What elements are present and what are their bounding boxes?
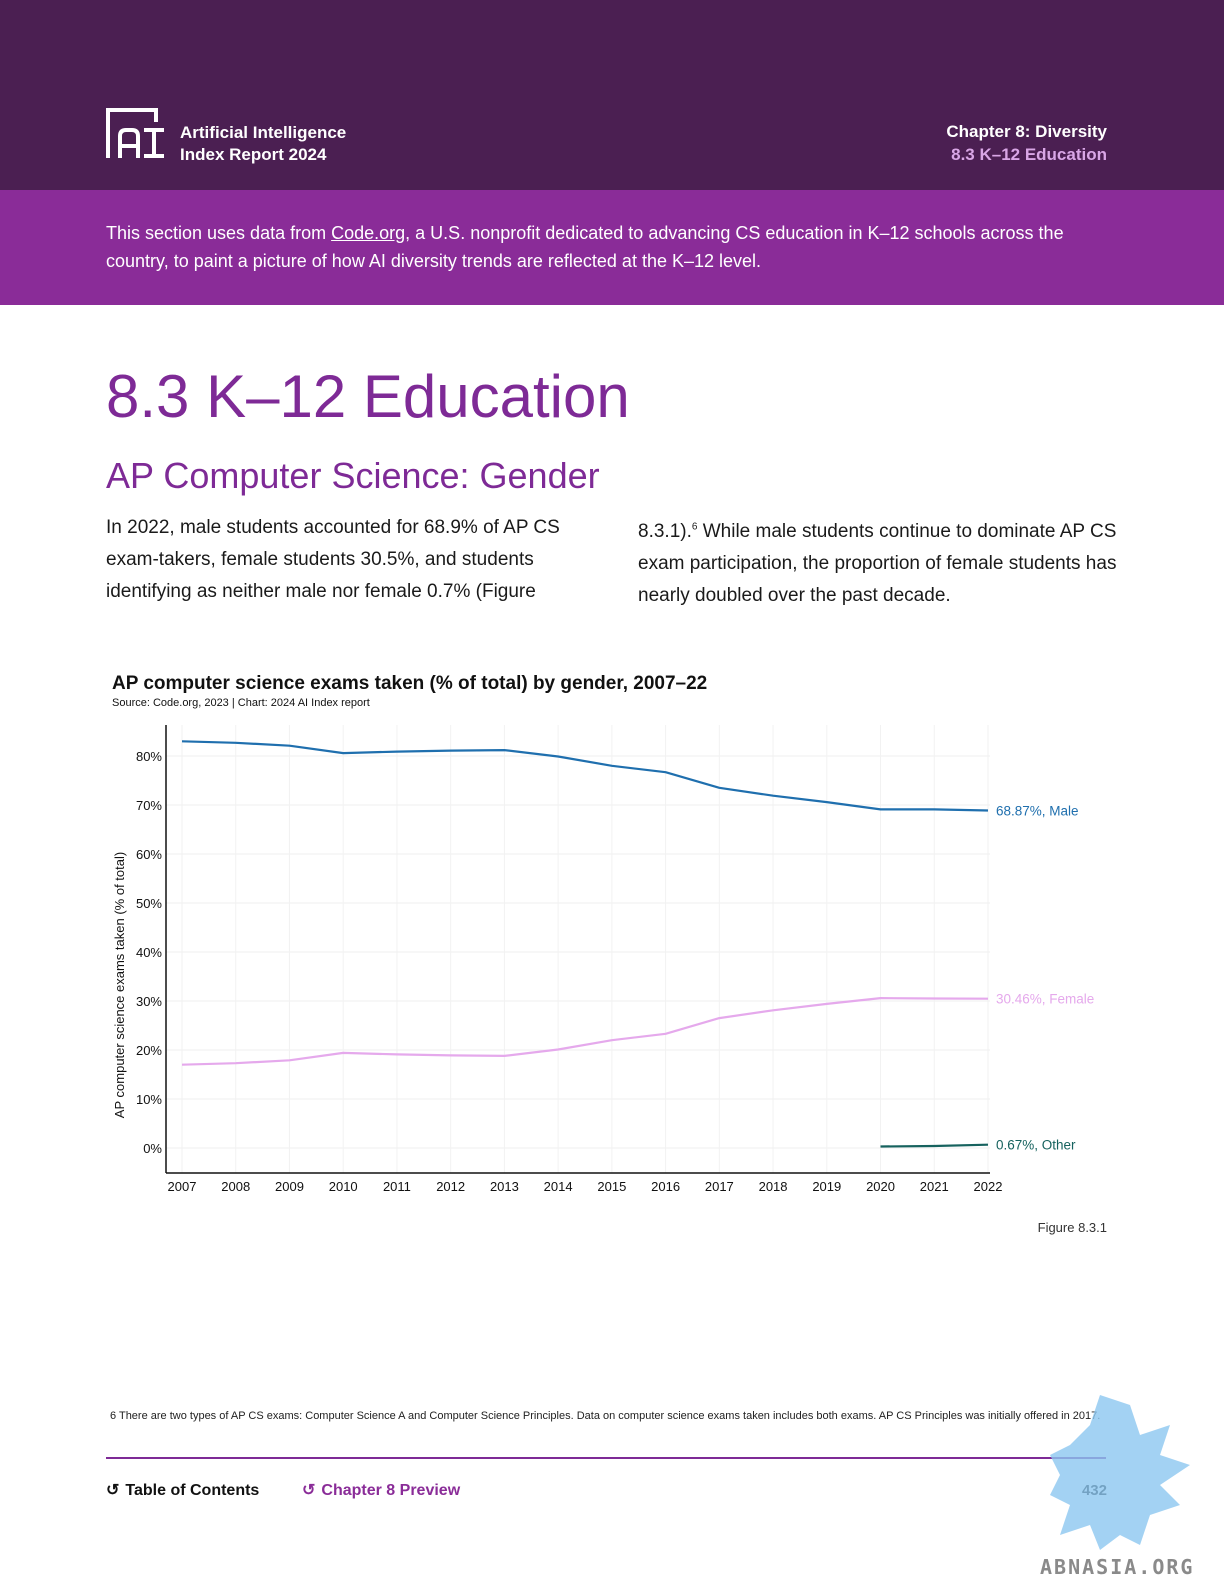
x-tick-label: 2013	[490, 1179, 519, 1194]
chapter-preview-link[interactable]: ↺ Chapter 8 Preview	[302, 1480, 460, 1500]
body-col2-start: 8.3.1).	[638, 521, 692, 542]
ai-index-logo-icon	[106, 108, 164, 158]
x-tick-label: 2012	[436, 1179, 465, 1194]
x-tick-label: 2019	[812, 1179, 841, 1194]
intro-text: This section uses data from Code.org, a …	[106, 219, 1116, 275]
chapter-preview-label: Chapter 8 Preview	[321, 1482, 461, 1499]
x-tick-label: 2016	[651, 1179, 680, 1194]
line-chart: 0%10%20%30%40%50%60%70%80% 2007 2008 2009 2…	[112, 725, 1094, 1194]
watermark-text: ABNASIA.ORG	[1040, 1555, 1195, 1579]
x-tick-label: 2018	[759, 1179, 788, 1194]
body-column-1: In 2022, male students accounted for 68.…	[106, 517, 560, 602]
footer-divider	[106, 1457, 1106, 1459]
y-tick-label: 20%	[136, 1043, 162, 1058]
return-arrow-icon: ↺	[302, 1482, 316, 1499]
chapter-heading: Chapter 8: Diversity 8.3 K–12 Education	[946, 120, 1107, 166]
figure-label: Figure 8.3.1	[1037, 1220, 1107, 1235]
series-line-male	[181, 740, 989, 812]
chapter-title: Chapter 8: Diversity	[946, 122, 1107, 141]
report-brand: Artificial Intelligence Index Report 202…	[180, 122, 346, 166]
x-tick-label: 2017	[705, 1179, 734, 1194]
section-title: 8.3 K–12 Education	[951, 145, 1107, 164]
page-title: 8.3 K–12 Education	[106, 363, 630, 430]
intro-before-link: This section uses data from	[106, 223, 332, 243]
x-axis-ticks: 2007 2008 2009 2010 2011 2012 2013 2014 2015 2016…	[168, 1179, 1003, 1194]
chart-grid	[166, 725, 990, 1173]
series-label-female: 30.46%, Female	[996, 992, 1094, 1007]
x-tick-label: 2008	[221, 1179, 250, 1194]
y-axis-label: AP computer science exams taken (% of to…	[112, 852, 127, 1118]
series-line-female	[181, 997, 989, 1066]
y-axis-ticks: 0% 10% 20% 30% 40% 50% 60% 70% 80%	[136, 749, 162, 1156]
y-tick-label: 80%	[136, 749, 162, 764]
header-bar: Artificial Intelligence Index Report 202…	[0, 0, 1224, 190]
intro-after-link: , a U.S. nonprofit dedicated to advancin…	[106, 223, 1064, 271]
series-line-other	[880, 1143, 989, 1148]
chart-source: Source: Code.org, 2023 | Chart: 2024 AI …	[112, 697, 370, 709]
y-tick-label: 50%	[136, 896, 162, 911]
y-tick-label: 60%	[136, 847, 162, 862]
y-tick-label: 30%	[136, 994, 162, 1009]
series-label-other: 0.67%, Other	[996, 1138, 1076, 1153]
body-col2-rest: While male students continue to dominate…	[638, 521, 1117, 606]
x-tick-label: 2010	[329, 1179, 358, 1194]
chart-axes	[165, 725, 990, 1174]
y-tick-label: 40%	[136, 945, 162, 960]
x-tick-label: 2020	[866, 1179, 895, 1194]
y-tick-label: 0%	[143, 1141, 162, 1156]
table-of-contents-link[interactable]: ↺ Table of Contents	[106, 1480, 259, 1500]
brand-line-2: Index Report 2024	[180, 145, 327, 164]
x-tick-label: 2015	[597, 1179, 626, 1194]
chart-series	[181, 740, 989, 1148]
y-tick-label: 70%	[136, 798, 162, 813]
code-org-link[interactable]: Code.org	[331, 223, 406, 243]
return-arrow-icon: ↺	[106, 1482, 120, 1499]
griffin-watermark-icon	[1050, 1395, 1190, 1550]
intro-banner	[0, 190, 1224, 305]
x-tick-label: 2009	[275, 1179, 304, 1194]
y-tick-label: 10%	[136, 1092, 162, 1107]
x-tick-label: 2021	[920, 1179, 949, 1194]
series-end-labels: 68.87%, Male 30.46%, Female 0.67%, Other	[996, 804, 1094, 1153]
body-column-2: 8.3.1).6 While male students continue to…	[638, 516, 1118, 612]
series-label-male: 68.87%, Male	[996, 804, 1079, 819]
section-subtitle: AP Computer Science: Gender	[106, 455, 600, 496]
footnote-text: 6 There are two types of AP CS exams: Co…	[110, 1410, 1101, 1422]
x-tick-label: 2022	[974, 1179, 1003, 1194]
toc-label: Table of Contents	[125, 1482, 260, 1499]
chart-title: AP computer science exams taken (% of to…	[112, 673, 708, 694]
x-tick-label: 2014	[544, 1179, 573, 1194]
x-tick-label: 2011	[383, 1179, 411, 1194]
brand-line-1: Artificial Intelligence	[180, 123, 347, 142]
x-tick-label: 2007	[168, 1179, 197, 1194]
footnote-ref[interactable]: 6	[691, 521, 698, 533]
